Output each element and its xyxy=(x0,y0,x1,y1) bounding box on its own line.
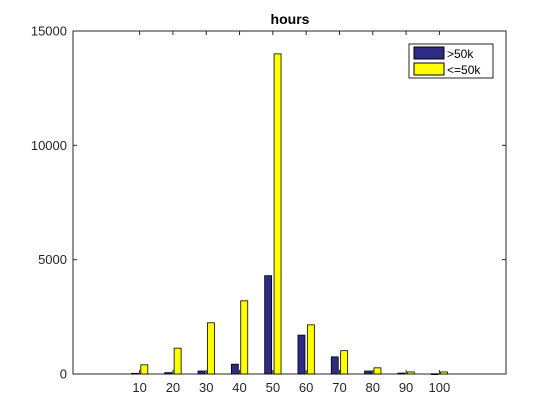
x-tick-label: 80 xyxy=(366,380,380,395)
bar-series-1-100 xyxy=(430,373,439,375)
bar-series-1-10 xyxy=(131,372,139,375)
x-tick-label: 50 xyxy=(266,380,280,395)
y-tick-label: 0 xyxy=(60,367,67,382)
y-tick-label: 5000 xyxy=(38,252,67,267)
bar-series-1-80 xyxy=(364,370,372,375)
legend-swatch-series-2 xyxy=(413,62,445,76)
x-tick-label: 90 xyxy=(399,380,413,395)
bar-series-2-90 xyxy=(406,371,415,375)
x-tick-label: 60 xyxy=(299,380,313,395)
bar-series-1-70 xyxy=(330,356,339,375)
bar-series-2-10 xyxy=(140,364,149,375)
axes-group: 0 5000 10000 15000 10 20 30 40 50 60 70 80 90 100 xyxy=(31,24,506,395)
bars-group xyxy=(131,53,448,375)
x-tick-label: 30 xyxy=(199,380,213,395)
legend-label-series-1: >50k xyxy=(447,47,474,61)
bar-series-2-20 xyxy=(173,347,182,375)
legend: >50k <=50k xyxy=(408,43,494,79)
y-tick-label: 10000 xyxy=(31,138,67,153)
bar-series-1-40 xyxy=(230,363,239,375)
bar-series-1-60 xyxy=(297,334,306,375)
plot-area xyxy=(72,30,507,375)
bar-series-2-40 xyxy=(240,300,249,375)
bar-series-2-30 xyxy=(207,322,215,375)
bar-series-2-80 xyxy=(373,367,382,375)
legend-label-series-2: <=50k xyxy=(447,63,481,77)
chart-title: hours xyxy=(271,11,310,27)
x-tick-label: 40 xyxy=(232,380,246,395)
bar-series-2-50 xyxy=(273,53,282,375)
bar-series-1-30 xyxy=(197,370,206,375)
bar-series-1-90 xyxy=(397,372,406,375)
bar-series-1-20 xyxy=(164,372,173,375)
x-tick-label: 100 xyxy=(429,380,451,395)
y-tick-label: 15000 xyxy=(31,24,67,39)
x-tick-label: 10 xyxy=(132,380,146,395)
legend-swatch-series-1 xyxy=(413,46,445,60)
bar-series-2-60 xyxy=(306,324,315,375)
x-tick-label: 20 xyxy=(166,380,180,395)
bar-series-1-50 xyxy=(264,275,273,375)
bar-series-2-100 xyxy=(440,371,448,375)
x-tick-label: 70 xyxy=(332,380,346,395)
bar-series-2-70 xyxy=(340,350,349,375)
